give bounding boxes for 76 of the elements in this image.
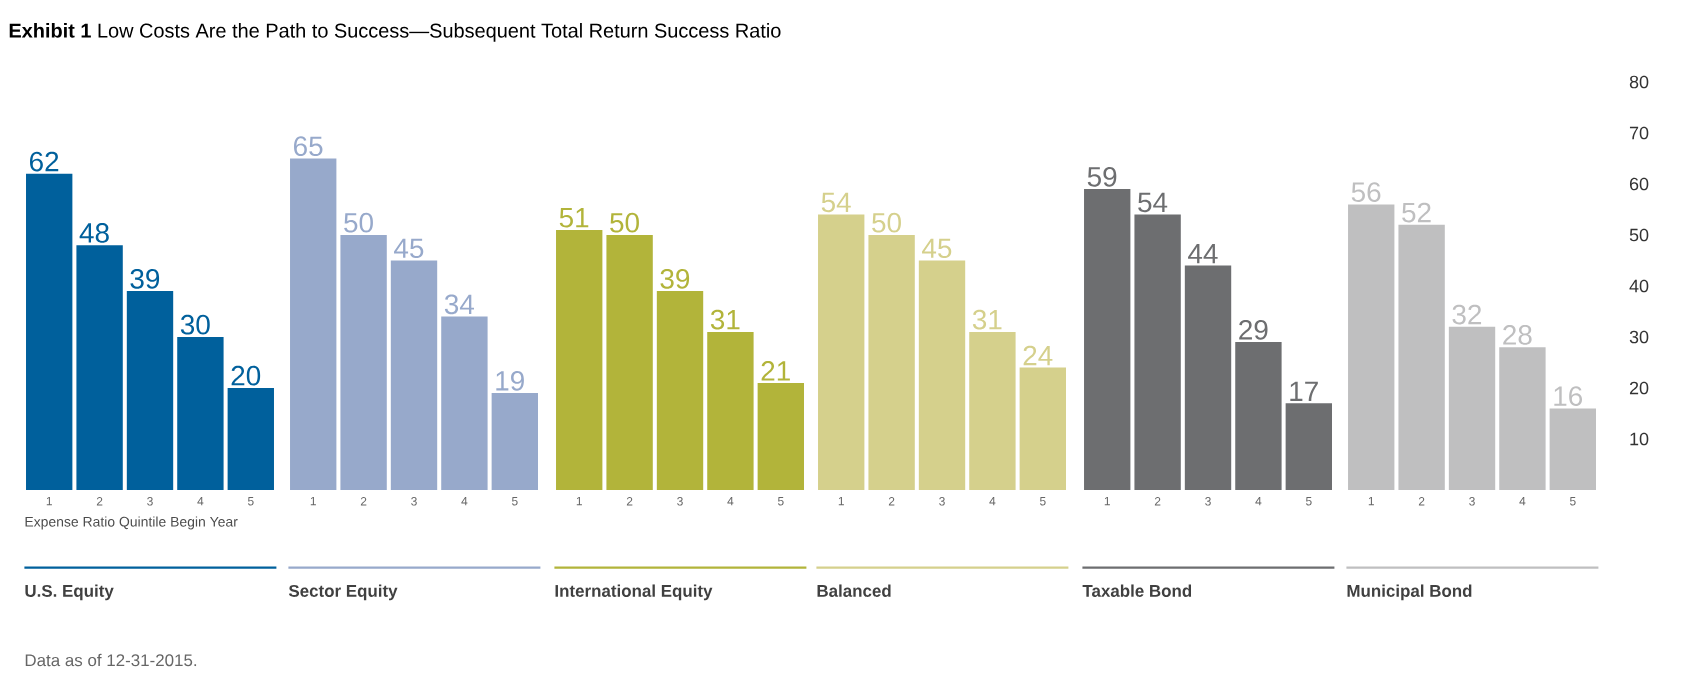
data-label: 62 <box>30 151 59 172</box>
y-tick-label: 60 <box>1629 177 1649 191</box>
x-axis-title: Taxable Bond <box>1082 584 1192 597</box>
x-axis-title: U.S. Equity <box>25 584 114 601</box>
bar <box>1235 342 1282 490</box>
bar <box>1448 326 1496 490</box>
x-axis-title: Balanced <box>817 584 891 597</box>
data-label: 39 <box>130 268 160 289</box>
bar <box>1398 224 1445 490</box>
data-label: 48 <box>79 223 109 243</box>
bar <box>1019 367 1066 490</box>
bar <box>1184 265 1232 490</box>
data-label: 31 <box>710 309 740 330</box>
x-axis-title: Sector Equity <box>288 584 398 601</box>
y-tick-label: 70 <box>1629 126 1649 140</box>
bar <box>1084 189 1131 490</box>
text: Data as of 12-31-2015. <box>25 653 197 667</box>
bar <box>918 260 966 490</box>
bar <box>177 337 224 490</box>
y-tick-label: 10 <box>1630 432 1649 446</box>
y-tick-label: 80 <box>1629 75 1649 89</box>
bar <box>491 393 538 490</box>
y-tick-label: 40 <box>1629 279 1649 293</box>
bar <box>556 229 603 490</box>
bar <box>757 382 804 490</box>
bar <box>707 331 754 490</box>
data-label: 21 <box>761 361 790 381</box>
data-label: 29 <box>1239 319 1268 340</box>
y-tick-label: 20 <box>1629 381 1649 395</box>
bar <box>390 260 438 490</box>
bar <box>227 388 274 490</box>
data-label: 45 <box>394 238 424 259</box>
bar <box>1134 214 1181 490</box>
data-label: 31 <box>972 309 1002 330</box>
data-label: 16 <box>1554 386 1583 407</box>
bar <box>868 235 915 490</box>
bar <box>290 158 337 490</box>
data-label: 24 <box>1023 345 1053 366</box>
data-label: 20 <box>231 365 261 386</box>
data-label: 30 <box>180 314 210 335</box>
bar <box>606 235 653 490</box>
bar <box>1285 403 1332 490</box>
data-label: 52 <box>1402 202 1431 223</box>
bar <box>1348 204 1395 490</box>
y-tick-label: 50 <box>1629 228 1649 242</box>
bar <box>1499 347 1546 490</box>
data-label: 65 <box>294 136 323 157</box>
data-label: 19 <box>496 370 524 391</box>
bar <box>1549 408 1597 490</box>
data-label: 17 <box>1290 381 1318 401</box>
bar <box>76 245 123 490</box>
bar <box>656 291 704 490</box>
data-label: 32 <box>1452 304 1482 325</box>
data-label: 28 <box>1503 325 1532 345</box>
x-axis-title: Municipal Bond <box>1347 584 1472 601</box>
data-label: 54 <box>821 192 851 213</box>
data-label: 39 <box>660 268 690 289</box>
data-label: 50 <box>610 212 639 233</box>
bar <box>818 214 865 490</box>
data-label: 51 <box>559 208 589 228</box>
text: Exhibit 1 Low Costs Are the Path to Success—Subsequent Total Return Success Ratio <box>9 23 781 42</box>
bar <box>340 235 387 490</box>
data-label: 59 <box>1087 166 1117 187</box>
data-label: 50 <box>872 212 901 233</box>
y-tick-label: 30 <box>1629 330 1649 344</box>
bar <box>969 331 1016 490</box>
bar <box>441 316 488 490</box>
data-label: 44 <box>1188 244 1218 264</box>
data-label: 45 <box>922 238 952 259</box>
x-axis-title: International Equity <box>555 584 713 601</box>
data-label: 54 <box>1138 192 1168 213</box>
data-label: 34 <box>444 294 474 315</box>
bar <box>26 173 73 490</box>
data-label: 56 <box>1351 182 1381 203</box>
bar <box>126 291 174 490</box>
data-label: 50 <box>344 212 373 233</box>
